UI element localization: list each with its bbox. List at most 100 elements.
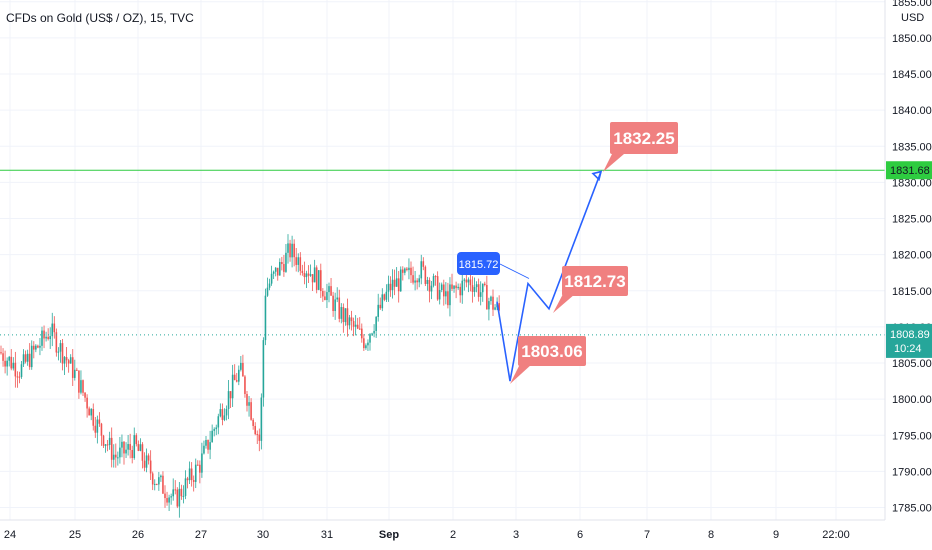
candle-body: [201, 453, 203, 473]
candle-body: [207, 439, 209, 450]
candle-body: [299, 257, 302, 271]
candle: [281, 256, 283, 271]
candle: [428, 277, 431, 303]
candle: [100, 422, 103, 446]
candle-body: [416, 280, 418, 283]
candle-body: [395, 278, 398, 287]
projection-path[interactable]: [496, 171, 602, 382]
candle: [361, 323, 363, 343]
callout-box: [562, 266, 628, 296]
candle: [260, 393, 263, 450]
candle-body: [162, 475, 164, 494]
candle-body: [463, 279, 466, 281]
candle-body: [426, 279, 429, 284]
candle: [199, 460, 201, 484]
candle: [326, 283, 328, 309]
candle: [262, 337, 265, 407]
candle-body: [80, 380, 82, 393]
candle-body: [121, 441, 123, 448]
candle: [467, 277, 470, 293]
price-tag[interactable]: 1815.72: [457, 252, 500, 275]
candle-body: [443, 284, 445, 297]
callout-label[interactable]: 1832.25: [603, 122, 678, 172]
candle-body: [158, 477, 160, 485]
candle: [35, 344, 37, 353]
candle: [447, 282, 449, 309]
time-tick-label: Sep: [379, 529, 399, 541]
price-tick-label: 1825.00: [892, 214, 932, 226]
candle-body: [293, 243, 295, 258]
candle-body: [256, 434, 259, 436]
callout-label[interactable]: 1812.73: [553, 266, 628, 313]
candle: [301, 264, 304, 276]
candle-body: [26, 353, 29, 362]
candle-body: [90, 409, 92, 416]
candle-body: [279, 262, 281, 276]
candle-body: [324, 296, 326, 301]
candle: [143, 452, 146, 472]
candle: [53, 316, 56, 339]
candle: [192, 475, 195, 492]
candle-body: [225, 409, 228, 416]
candle: [149, 450, 152, 481]
candle-body: [477, 284, 480, 297]
candle-body: [76, 369, 78, 371]
candle-body: [88, 408, 90, 416]
candle-body: [498, 303, 500, 311]
candle-body: [160, 475, 162, 478]
candle-body: [86, 397, 88, 409]
candle: [449, 277, 451, 317]
candle-body: [459, 286, 461, 296]
candle: [115, 443, 117, 468]
candle: [59, 340, 62, 363]
candle-body: [235, 380, 238, 382]
candle-body: [199, 464, 201, 473]
candle-body: [125, 449, 127, 454]
price-axis[interactable]: 1785.001790.001795.001800.001805.001810.…: [892, 0, 932, 515]
candle: [119, 437, 121, 464]
candle: [158, 471, 160, 491]
candle-body: [358, 328, 361, 330]
candle-body: [264, 295, 267, 341]
candle-body: [455, 285, 457, 289]
candle-body: [24, 354, 27, 362]
candle: [127, 434, 129, 456]
callout-label[interactable]: 1803.06: [510, 336, 586, 384]
grid: [0, 0, 885, 520]
candle: [45, 331, 47, 342]
candle-body: [63, 357, 66, 364]
candle: [492, 289, 494, 316]
candle: [279, 258, 281, 276]
candle: [164, 485, 166, 508]
candle: [110, 427, 113, 468]
candle-body: [432, 276, 435, 286]
candle-body: [424, 266, 427, 284]
candle-body: [418, 278, 420, 283]
candle: [303, 261, 306, 285]
candle: [180, 484, 183, 500]
candle: [406, 266, 408, 272]
time-axis[interactable]: 24 25 26 27 30 31 Sep 2 3 6 7 8 9 22:00: [4, 529, 850, 541]
candle-body: [178, 488, 181, 507]
candle-body: [303, 272, 306, 278]
candle-body: [65, 357, 68, 361]
candle-body: [139, 444, 142, 451]
candle-body: [47, 336, 49, 340]
candle-body: [375, 316, 377, 331]
candle: [69, 354, 72, 364]
candle-body: [281, 262, 283, 265]
candle: [24, 350, 27, 364]
candle-body: [438, 290, 441, 300]
candle-body: [467, 279, 470, 283]
candle: [240, 356, 242, 372]
candle: [317, 270, 320, 291]
candle: [213, 427, 215, 437]
candle: [49, 327, 51, 349]
candle-body: [6, 360, 8, 367]
price-tick-label: 1855.00: [892, 0, 932, 9]
candle: [377, 293, 379, 322]
candle-body: [272, 271, 275, 274]
candle: [139, 438, 142, 452]
candle-body: [108, 437, 111, 445]
